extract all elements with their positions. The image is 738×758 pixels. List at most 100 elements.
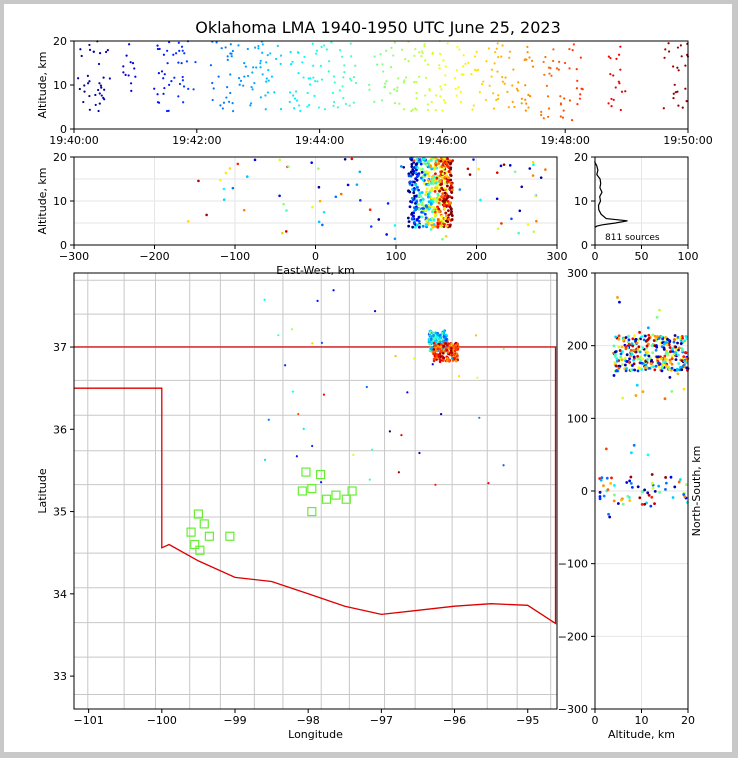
lightning-source [482, 80, 485, 83]
lightning-source [473, 68, 477, 71]
time-tick-label: 19:46:00 [418, 134, 467, 147]
lightning-source [350, 55, 353, 58]
lightning-source [128, 43, 131, 46]
lightning-source [290, 328, 294, 331]
lightning-source [653, 502, 656, 506]
lightning-source [97, 109, 100, 113]
time-tick-label: 19:40:00 [49, 134, 98, 147]
ns-altitude-label: Altitude, km [608, 728, 675, 741]
lightning-source [435, 349, 439, 353]
lightning-source [355, 183, 359, 186]
lightning-source [224, 171, 228, 175]
lightning-source [670, 366, 674, 370]
lightning-source [429, 188, 433, 192]
east-west-ylabel: Altitude, km [36, 167, 49, 234]
lightning-source [520, 97, 523, 100]
lightning-source [663, 397, 667, 401]
lightning-source [103, 88, 106, 91]
lightning-source [477, 68, 480, 71]
lightning-source [421, 207, 425, 210]
lightning-source [430, 100, 433, 104]
lightning-source [413, 54, 416, 57]
lightning-source [647, 493, 651, 497]
lightning-source [685, 483, 688, 487]
lightning-source [227, 100, 231, 103]
lightning-source [644, 360, 648, 363]
lightning-source [668, 358, 672, 362]
lightning-source [571, 48, 574, 52]
lightning-source [449, 162, 452, 165]
ns-altitude-tick-label: 20 [681, 714, 695, 727]
lightning-source [447, 217, 451, 221]
lightning-source [336, 106, 339, 109]
lightning-source [443, 203, 446, 207]
lightning-source [177, 61, 180, 64]
lightning-source [643, 353, 647, 357]
lightning-source [475, 50, 478, 54]
lightning-source [352, 101, 355, 104]
lightning-source [624, 90, 627, 93]
lightning-source [598, 495, 602, 498]
lightning-source [399, 165, 403, 168]
lightning-source [342, 76, 345, 79]
lightning-source [443, 191, 447, 195]
lightning-source [88, 94, 91, 98]
lightning-source [634, 337, 638, 341]
lightning-source [652, 365, 655, 368]
lightning-source [631, 344, 635, 348]
lightning-source [333, 81, 336, 84]
lightning-source [665, 349, 668, 353]
lightning-source [679, 342, 683, 345]
lightning-source [639, 359, 643, 362]
lightning-source [449, 184, 453, 188]
lightning-source [568, 47, 571, 51]
lightning-source [609, 56, 612, 60]
north-south-tick-label: −200 [558, 630, 588, 643]
lightning-source [220, 47, 223, 50]
lightning-source [681, 365, 685, 369]
lightning-source [412, 221, 416, 225]
lightning-source [424, 94, 427, 97]
lightning-source [671, 349, 674, 353]
lightning-source [266, 91, 270, 94]
lightning-source [557, 68, 560, 71]
lightning-source [450, 357, 454, 360]
lightning-source [429, 199, 433, 202]
lightning-source [414, 165, 418, 169]
lightning-source [636, 485, 640, 489]
lightning-source [352, 453, 355, 456]
lightning-source [413, 180, 416, 184]
lightning-source [449, 182, 453, 186]
lightning-source [466, 167, 470, 171]
lightning-source [445, 164, 449, 167]
figure-title: Oklahoma LMA 1940-1950 UTC June 25, 2023 [195, 18, 561, 37]
lightning-source [459, 100, 462, 103]
lightning-source [434, 181, 438, 185]
lightning-source [674, 358, 678, 362]
lightning-source [320, 78, 324, 81]
lightning-source [162, 77, 165, 80]
lightning-source [261, 73, 264, 76]
lightning-source [438, 198, 442, 201]
lightning-source [407, 60, 410, 63]
lightning-source [457, 86, 460, 89]
lightning-source [621, 502, 625, 506]
lightning-source [259, 66, 262, 69]
lightning-source [318, 199, 322, 203]
lightning-source [178, 82, 182, 86]
histogram-tick-label: 100 [678, 250, 699, 263]
lightning-source [643, 366, 647, 369]
lightning-source [83, 90, 86, 93]
lightning-source [501, 76, 504, 79]
lightning-source [376, 63, 379, 66]
lightning-source [415, 175, 419, 179]
lightning-source [652, 339, 656, 342]
lightning-source [578, 97, 582, 100]
lightning-source [211, 98, 214, 102]
lightning-source [543, 73, 546, 76]
lightning-source [346, 183, 350, 187]
lightning-source [410, 109, 413, 113]
lightning-source [423, 212, 427, 216]
lightning-source [267, 69, 270, 72]
lightning-source [402, 108, 406, 111]
